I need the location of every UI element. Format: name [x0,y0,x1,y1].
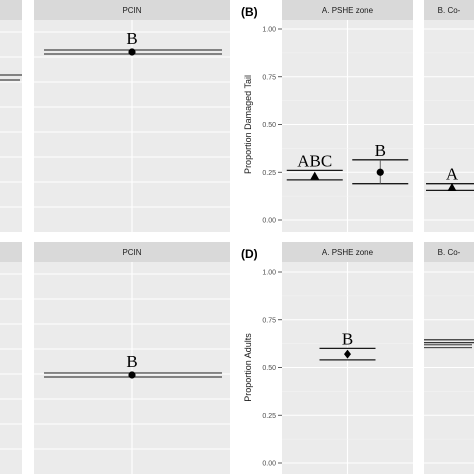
y-tick-label: 0.25 [262,170,276,177]
facet-strip [0,242,22,262]
facet-strip [424,242,474,262]
y-tick-label: 1.00 [262,270,276,277]
significance-label: B [126,29,137,48]
facet-plot-area [424,20,474,232]
facet-strip-label: A. PSHE zone [322,6,374,15]
y-tick-label: 1.00 [262,27,276,34]
panel-a: PCIN B [0,0,230,232]
panel-d: A. PSHE zone B. Co- (D) 0.00 0.25 0.50 0.75 1.0… [241,242,474,474]
significance-label: B [375,141,386,160]
panel-label: (B) [241,5,258,19]
significance-label: B [126,352,137,371]
facet-strip-label: B. Co- [438,6,461,15]
data-point [128,371,136,379]
data-point [344,349,351,359]
facet-plot-area [0,20,22,232]
data-point [128,48,136,56]
facet-strip [282,0,413,20]
facet-strip-label: A. PSHE zone [322,248,374,257]
significance-label: ABC [297,151,332,170]
y-tick-label: 0.50 [262,122,276,129]
y-axis-title: Proportion Adults [243,333,253,402]
y-tick-label: 0.75 [262,317,276,324]
panel-label: (D) [241,247,258,261]
panel-c: PCIN B [0,242,230,474]
y-axis-title: Proportion Damaged Tail [243,75,253,174]
facet-strip [424,0,474,20]
facet-strip-label: PCIN [122,248,141,257]
facet-strip-label: B. Co- [438,248,461,257]
facet-plot-area [0,262,22,474]
y-tick-label: 0.75 [262,74,276,81]
facet-strip [34,0,230,20]
y-tick-label: 0.00 [262,461,276,468]
facet-strip-label: PCIN [122,6,141,15]
data-point [376,168,384,176]
facet-strip [0,0,22,20]
y-tick-label: 0.00 [262,218,276,225]
facet-strip [282,242,413,262]
y-tick-label: 0.50 [262,365,276,372]
data-point [447,183,457,192]
significance-label: B [342,329,353,348]
data-point [310,171,320,180]
y-tick-label: 0.25 [262,413,276,420]
panel-b: A. PSHE zone B. Co- (B) 0.00 0.25 0.50 0.75 1.0… [241,0,474,232]
significance-label: A [446,165,459,184]
facet-strip [34,242,230,262]
